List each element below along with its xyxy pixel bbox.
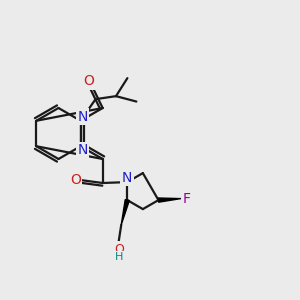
- Polygon shape: [158, 198, 181, 202]
- Text: H: H: [115, 252, 123, 262]
- Text: F: F: [182, 192, 190, 206]
- Polygon shape: [121, 200, 129, 225]
- Text: O: O: [83, 74, 94, 88]
- Text: O: O: [114, 243, 124, 256]
- Text: N: N: [122, 171, 132, 184]
- Text: O: O: [70, 173, 81, 187]
- Text: N: N: [77, 143, 88, 158]
- Text: N: N: [77, 110, 88, 124]
